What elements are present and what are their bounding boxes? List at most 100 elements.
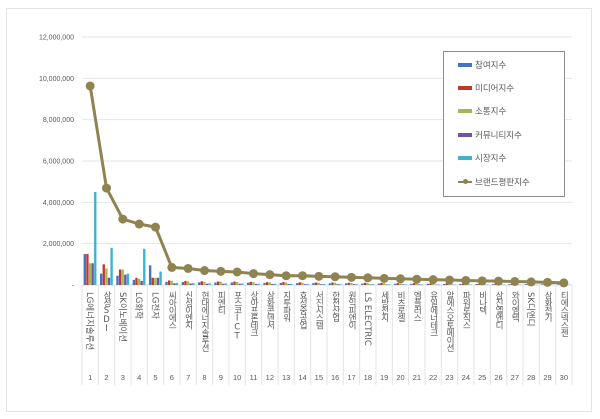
bar-소통지수	[268, 282, 271, 285]
line-point	[461, 275, 471, 285]
line-point	[216, 266, 226, 276]
bar-커뮤니티지수	[189, 283, 192, 285]
bar-시장지수	[339, 284, 342, 285]
bar-미디어지수	[380, 282, 383, 285]
bar-커뮤니티지수	[91, 263, 94, 285]
bar-소통지수	[170, 280, 173, 285]
bar-소통지수	[382, 283, 386, 285]
x-rank-label: 3	[121, 373, 125, 382]
x-category-label: LG에너지솔루션	[84, 292, 95, 350]
bar-참여지수	[230, 282, 233, 285]
bar-시장지수	[420, 284, 424, 285]
bar-참여지수	[508, 284, 511, 285]
x-category-label: LS ELECTRIC	[362, 292, 372, 346]
bar-커뮤니티지수	[124, 274, 127, 285]
bar-소통지수	[284, 282, 288, 285]
legend-item: 시장지수	[458, 152, 506, 164]
line-point	[134, 219, 144, 229]
bar-참여지수	[312, 283, 315, 285]
x-rank-label: 11	[250, 373, 258, 382]
bar-참여지수	[116, 275, 119, 285]
bar-미디어지수	[200, 281, 203, 285]
x-rank-label: 6	[170, 373, 174, 382]
bar-미디어지수	[412, 283, 416, 285]
x-category-label: 삼성SDI	[102, 290, 112, 333]
bar-소통지수	[350, 282, 353, 285]
bar-소통지수	[415, 283, 418, 285]
line-point	[118, 214, 128, 224]
x-category-label: 파워로직스	[461, 291, 471, 329]
bar-참여지수	[246, 282, 250, 285]
bar-참여지수	[410, 283, 413, 285]
bar-참여지수	[263, 282, 266, 285]
bar-시장지수	[257, 283, 260, 285]
bar-소통지수	[219, 281, 222, 285]
x-rank-label: 26	[494, 373, 502, 382]
bar-커뮤니티지수	[156, 277, 160, 285]
x-rank-label: 19	[380, 373, 388, 382]
line-point	[543, 277, 552, 287]
bar-참여지수	[475, 283, 478, 285]
bar-소통지수	[252, 282, 255, 285]
line-point	[281, 271, 291, 281]
legend-swatch	[458, 86, 472, 90]
bar-미디어지수	[184, 280, 187, 285]
bar-참여지수	[557, 284, 560, 285]
x-rank-label: 29	[543, 373, 551, 382]
x-rank-label: 25	[478, 373, 486, 382]
bar-커뮤니티지수	[320, 284, 323, 285]
x-rank-label: 14	[298, 373, 306, 382]
line-point	[85, 81, 95, 91]
x-rank-label: 16	[331, 373, 339, 382]
line-point	[232, 267, 242, 277]
bar-소통지수	[399, 283, 402, 285]
bar-참여지수	[279, 282, 282, 285]
bar-소통지수	[203, 281, 206, 285]
line-point	[526, 277, 536, 287]
bar-참여지수	[165, 281, 168, 285]
x-category-label: SK이노베이션	[117, 292, 128, 342]
bar-미디어지수	[331, 282, 334, 285]
bar-시장지수	[404, 284, 407, 285]
line-point	[265, 270, 275, 280]
bar-참여지수	[181, 282, 184, 285]
y-tick-label: 12,000,000	[39, 35, 74, 42]
x-category-label: 현대에너지솔루션	[200, 291, 210, 352]
bar-미디어지수	[167, 280, 171, 285]
bar-커뮤니티지수	[352, 284, 356, 285]
x-category-label: 신성이엔지	[183, 291, 193, 330]
legend-label: 시장지수	[475, 154, 507, 164]
bar-커뮤니티지수	[140, 280, 143, 285]
x-category-label: 유일에너테크	[428, 291, 438, 336]
bar-시장지수	[290, 283, 293, 285]
legend-item: 소통지수	[458, 105, 506, 117]
bar-시장지수	[273, 283, 277, 285]
x-rank-label: 15	[315, 373, 323, 382]
bar-참여지수	[491, 284, 495, 285]
bar-커뮤니티지수	[173, 283, 176, 285]
bar-미디어지수	[314, 282, 318, 285]
bar-커뮤니티지수	[238, 283, 241, 285]
line-point	[167, 262, 177, 272]
x-category-label: 효성중공업	[298, 291, 308, 329]
bar-참여지수	[132, 279, 135, 285]
x-category-label: 삼진엘앤디	[494, 290, 504, 330]
bar-시장지수	[322, 283, 326, 285]
bar-소통지수	[317, 282, 320, 285]
bar-참여지수	[328, 283, 331, 285]
x-rank-label: 27	[511, 373, 519, 382]
line-point	[494, 276, 503, 286]
line-point	[249, 269, 258, 279]
x-category-label: LG전자	[150, 292, 161, 319]
x-category-label: 비나텍	[477, 291, 487, 315]
bar-미디어지수	[363, 282, 367, 285]
x-rank-label: 24	[462, 373, 470, 382]
line-point	[445, 275, 454, 285]
legend-label: 커뮤니티지수	[475, 131, 522, 141]
bar-미디어지수	[151, 277, 154, 285]
bar-소통지수	[137, 278, 141, 285]
line-point	[200, 266, 209, 276]
bar-소통지수	[186, 281, 190, 285]
bar-미디어지수	[265, 282, 269, 285]
legend-swatch	[458, 156, 472, 160]
